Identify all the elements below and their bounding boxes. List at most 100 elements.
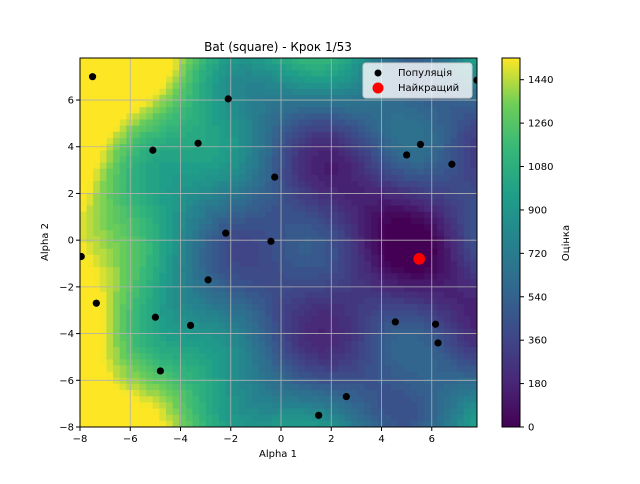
heatmap-cell xyxy=(318,420,326,427)
heatmap-cell xyxy=(179,82,187,90)
heatmap-cell xyxy=(271,383,280,391)
heatmap-cell xyxy=(397,396,405,403)
heatmap-cell xyxy=(258,70,266,78)
heatmap-cell xyxy=(93,193,101,201)
heatmap-cell xyxy=(119,297,127,305)
heatmap-cell xyxy=(318,205,326,213)
heatmap-cell xyxy=(324,328,333,336)
heatmap-cell xyxy=(450,113,458,121)
heatmap-cell xyxy=(271,377,280,385)
heatmap-cell xyxy=(252,137,260,145)
heatmap-cell xyxy=(271,316,280,324)
heatmap-cell xyxy=(384,365,392,373)
heatmap-cell xyxy=(271,168,280,176)
heatmap-cell xyxy=(278,82,286,90)
heatmap-cell xyxy=(397,273,405,280)
heatmap-cell xyxy=(450,224,458,231)
heatmap-cell xyxy=(311,174,319,182)
heatmap-cell xyxy=(205,174,213,182)
heatmap-cell xyxy=(146,328,154,336)
heatmap-cell xyxy=(152,285,160,293)
heatmap-cell xyxy=(166,420,174,427)
heatmap-cell xyxy=(185,334,194,342)
heatmap-cell xyxy=(430,162,438,170)
heatmap-cell xyxy=(192,230,200,237)
heatmap-cell xyxy=(192,187,200,194)
heatmap-cell xyxy=(364,107,372,114)
heatmap-cell xyxy=(390,248,399,256)
heatmap-cell xyxy=(324,310,333,317)
heatmap-cell xyxy=(86,187,94,194)
heatmap-cell xyxy=(463,168,471,176)
heatmap-cell xyxy=(450,205,458,213)
heatmap-cell xyxy=(139,131,147,139)
heatmap-cell xyxy=(417,420,425,427)
heatmap-cell xyxy=(344,125,352,133)
heatmap-cell xyxy=(258,58,266,65)
heatmap-cell xyxy=(265,125,273,133)
heatmap-cell xyxy=(364,322,372,330)
heatmap-cell xyxy=(351,420,359,427)
heatmap-cell xyxy=(238,353,247,360)
heatmap-cell xyxy=(245,230,253,237)
heatmap-cell xyxy=(159,88,167,96)
heatmap-cell xyxy=(199,150,207,157)
heatmap-cell xyxy=(457,174,465,182)
heatmap-cell xyxy=(225,248,233,256)
legend-marker-best xyxy=(372,82,384,94)
heatmap-cell xyxy=(152,174,160,182)
heatmap-cell xyxy=(166,76,174,84)
heatmap-cell xyxy=(384,150,392,157)
heatmap-cell xyxy=(80,408,88,416)
heatmap-cell xyxy=(152,390,160,397)
heatmap-cell xyxy=(291,193,299,201)
heatmap-cell xyxy=(390,150,399,157)
heatmap-cell xyxy=(99,174,108,182)
heatmap-cell xyxy=(86,254,94,262)
heatmap-cell xyxy=(152,260,160,268)
heatmap-cell xyxy=(311,291,319,299)
heatmap-cell xyxy=(357,224,366,231)
heatmap-cell xyxy=(99,101,108,108)
heatmap-cell xyxy=(238,137,247,145)
heatmap-cell xyxy=(212,279,220,287)
heatmap-cell xyxy=(139,193,147,201)
heatmap-cell xyxy=(172,377,180,385)
heatmap-cell xyxy=(172,390,180,397)
heatmap-cell xyxy=(179,353,187,360)
heatmap-cell xyxy=(218,181,227,188)
heatmap-cell xyxy=(271,94,280,102)
heatmap-cell xyxy=(245,76,253,84)
heatmap-cell xyxy=(99,150,108,157)
heatmap-cell xyxy=(232,205,240,213)
heatmap-cell xyxy=(238,181,247,188)
heatmap-cell xyxy=(252,101,260,108)
heatmap-cell xyxy=(192,94,200,102)
heatmap-cell xyxy=(390,168,399,176)
heatmap-cell xyxy=(258,377,266,385)
heatmap-cell xyxy=(338,390,346,397)
heatmap-cell xyxy=(285,205,293,213)
heatmap-cell xyxy=(404,316,412,324)
heatmap-cell xyxy=(132,402,141,410)
heatmap-cell xyxy=(99,254,108,262)
heatmap-cell xyxy=(357,168,366,176)
heatmap-cell xyxy=(86,230,94,237)
heatmap-cell xyxy=(99,113,108,121)
heatmap-cell xyxy=(417,242,425,250)
heatmap-cell xyxy=(291,248,299,256)
heatmap-cell xyxy=(252,224,260,231)
heatmap-cell xyxy=(113,334,121,342)
heatmap-cell xyxy=(218,131,227,139)
heatmap-cell xyxy=(265,58,273,65)
heatmap-cell xyxy=(417,279,425,287)
heatmap-cell xyxy=(166,310,174,317)
heatmap-cell xyxy=(417,211,425,219)
heatmap-cell xyxy=(252,64,260,71)
heatmap-cell xyxy=(132,279,141,287)
heatmap-cell xyxy=(390,199,399,207)
heatmap-cell xyxy=(225,76,233,84)
heatmap-cell xyxy=(205,217,213,225)
heatmap-cell xyxy=(245,353,253,360)
